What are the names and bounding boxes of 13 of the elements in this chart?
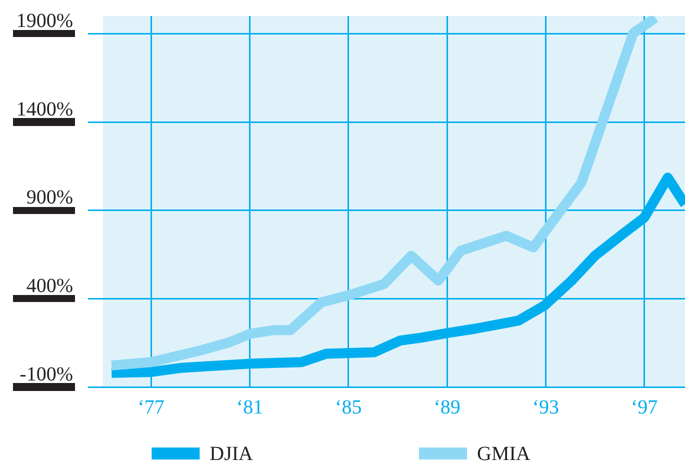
x-tick-label: ‘93 — [532, 396, 559, 418]
x-tick-label: ‘97 — [630, 396, 658, 418]
legend-label: DJIA — [210, 442, 254, 465]
y-tick-label: 1900% — [16, 10, 73, 32]
x-tick-label: ‘85 — [335, 396, 362, 418]
y-tick-label: 400% — [26, 274, 73, 297]
x-tick-label: ‘81 — [236, 396, 264, 418]
x-tick-label: ‘77 — [138, 396, 164, 418]
y-tick-label: -100% — [20, 363, 73, 386]
legend-label: GMIA — [477, 442, 531, 465]
y-tick-label: 900% — [26, 186, 73, 209]
y-tick-label: 1400% — [16, 98, 73, 120]
x-tick-label: ‘89 — [434, 396, 460, 418]
